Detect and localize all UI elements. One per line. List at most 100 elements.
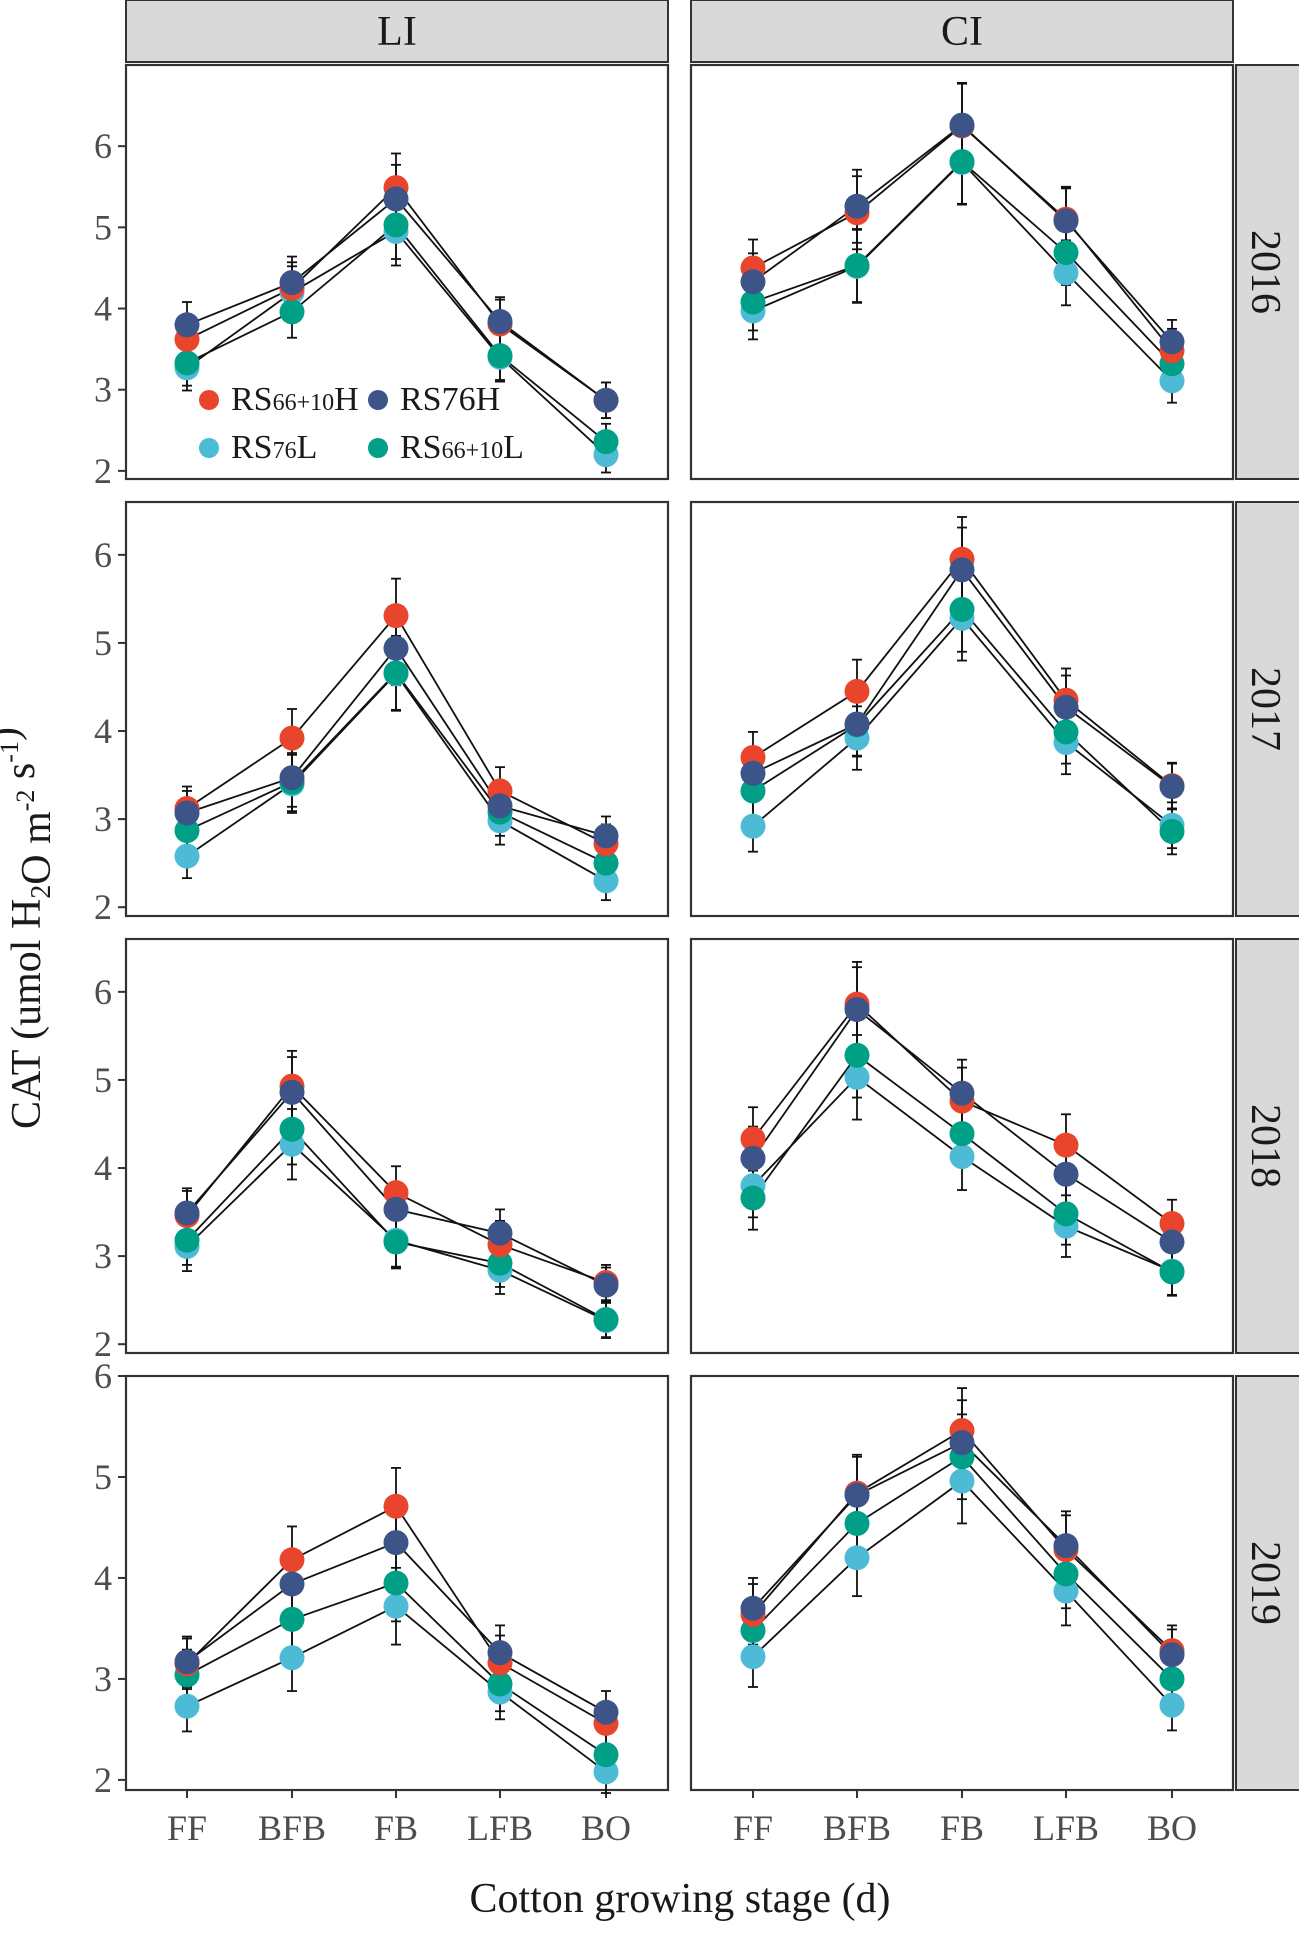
data-point-rs76l [949,1144,975,1170]
data-point-rs76h [279,765,305,791]
data-point-rs76l [844,1064,870,1090]
data-point-rs76h [383,635,409,661]
panel-li-2019: 2 3 4 5 6 FF BFB FB LFB BO [94,1356,670,1848]
legend-label-subscript: 66+10 [273,390,335,416]
data-point-rs76l [740,1644,766,1670]
data-point-rs66plus10l [487,1250,513,1276]
data-point-rs76l [279,1645,305,1671]
data-point-rs66plus10l [593,429,619,455]
y-tick-label: 6 [94,972,112,1012]
data-point-rs66plus10l [844,1510,870,1536]
data-point-rs76h [487,793,513,819]
data-point-rs76l [593,1759,619,1785]
panel-ci-2017 [689,500,1235,918]
data-point-rs76h [383,186,409,212]
y-tick-label: 3 [94,799,112,839]
legend-marker [199,438,219,458]
data-point-rs76h [593,1699,619,1725]
data-point-rs76h [174,1649,200,1675]
x-tick-label: BO [1147,1808,1197,1848]
data-point-rs66plus10l [279,1606,305,1632]
data-point-rs76h [1159,1642,1185,1668]
y-axis-title-part: -1 [0,741,24,763]
data-point-rs76h [1053,208,1079,234]
y-axis-title-part: 2 [26,885,57,899]
data-point-rs76l [383,1593,409,1619]
data-point-rs76h [1053,1533,1079,1559]
data-point-rs66plus10l [279,299,305,325]
legend-label-base: RS [400,429,442,466]
row-strip-2018 [1235,938,1299,1354]
data-point-rs76h [844,193,870,219]
data-point-rs76h [844,711,870,737]
y-tick-label: 5 [94,1457,112,1497]
data-point-rs66plus10l [740,1185,766,1211]
row-strip-2016 [1235,64,1299,480]
data-point-rs66plus10l [593,850,619,876]
data-point-rs66plus10l [844,1042,870,1068]
x-tick-label: BFB [823,1808,891,1848]
y-axis-title-part: CAT (umol H [4,899,50,1129]
data-point-rs76h [593,387,619,413]
data-point-rs66plus10l [1159,1666,1185,1692]
data-point-rs66plus10h [279,1547,305,1573]
x-tick-label: FB [940,1808,984,1848]
data-point-rs76h [740,1145,766,1171]
data-point-rs76h [1159,1229,1185,1255]
row-strip-label: 2018 [1242,1104,1288,1188]
data-point-rs66plus10l [740,289,766,315]
x-tick-label: FF [167,1808,207,1848]
data-point-rs76h [383,1530,409,1556]
data-point-rs66plus10l [1053,1201,1079,1227]
data-point-rs76l [1053,1578,1079,1604]
row-strip-2017 [1235,501,1299,917]
legend-label: RS76L [231,429,317,466]
column-strip-li [125,0,669,63]
data-point-rs66plus10l [949,1121,975,1147]
data-point-rs66plus10l [949,596,975,622]
legend-label: RS66+10H [231,381,359,418]
column-strip-label: CI [941,9,983,55]
data-point-rs76l [949,1468,975,1494]
y-tick-label: 4 [94,711,112,751]
x-tick-label: FF [733,1808,773,1848]
x-tick-label: LFB [1033,1808,1099,1848]
panel-ci-2016 [689,63,1235,481]
data-point-rs66plus10h [844,678,870,704]
y-tick-label: 2 [94,887,112,927]
data-point-rs76l [740,813,766,839]
data-point-rs66plus10h [1159,1211,1185,1237]
data-point-rs66plus10l [1159,1259,1185,1285]
panel-li-2017: 2 3 4 5 6 [94,500,670,927]
data-point-rs76h [1159,329,1185,355]
data-point-rs76h [279,1571,305,1597]
panel-li-2016: 2 3 4 5 6 [94,63,670,491]
y-axis-title-part: ) [0,727,28,741]
data-point-rs76h [593,1272,619,1298]
data-point-rs76h [844,1482,870,1508]
data-point-rs76h [174,1200,200,1226]
y-tick-label: 6 [94,1356,112,1396]
y-tick-label: 3 [94,1659,112,1699]
data-point-rs66plus10l [279,1116,305,1142]
data-point-rs66plus10l [174,818,200,844]
data-point-rs66plus10l [593,1307,619,1333]
data-point-rs76h [1053,1161,1079,1187]
legend-label-base: RS [231,429,273,466]
data-point-rs66plus10h [383,1493,409,1519]
legend-marker [368,438,388,458]
data-point-rs66plus10l [174,1227,200,1253]
y-tick-label: 5 [94,1060,112,1100]
data-point-rs66plus10l [487,1671,513,1697]
legend-marker [199,390,219,410]
data-point-rs76l [174,843,200,869]
y-axis-title-part: s [0,763,44,790]
panel-li-2018: 2 3 4 5 6 [94,937,670,1364]
y-axis-title-part: -2 [11,790,40,812]
x-tick-label: BO [581,1808,631,1848]
data-point-rs66plus10l [740,778,766,804]
data-point-rs76h [174,800,200,826]
y-tick-label: 4 [94,1558,112,1598]
data-point-rs66plus10h [279,725,305,751]
y-tick-label: 3 [94,370,112,410]
